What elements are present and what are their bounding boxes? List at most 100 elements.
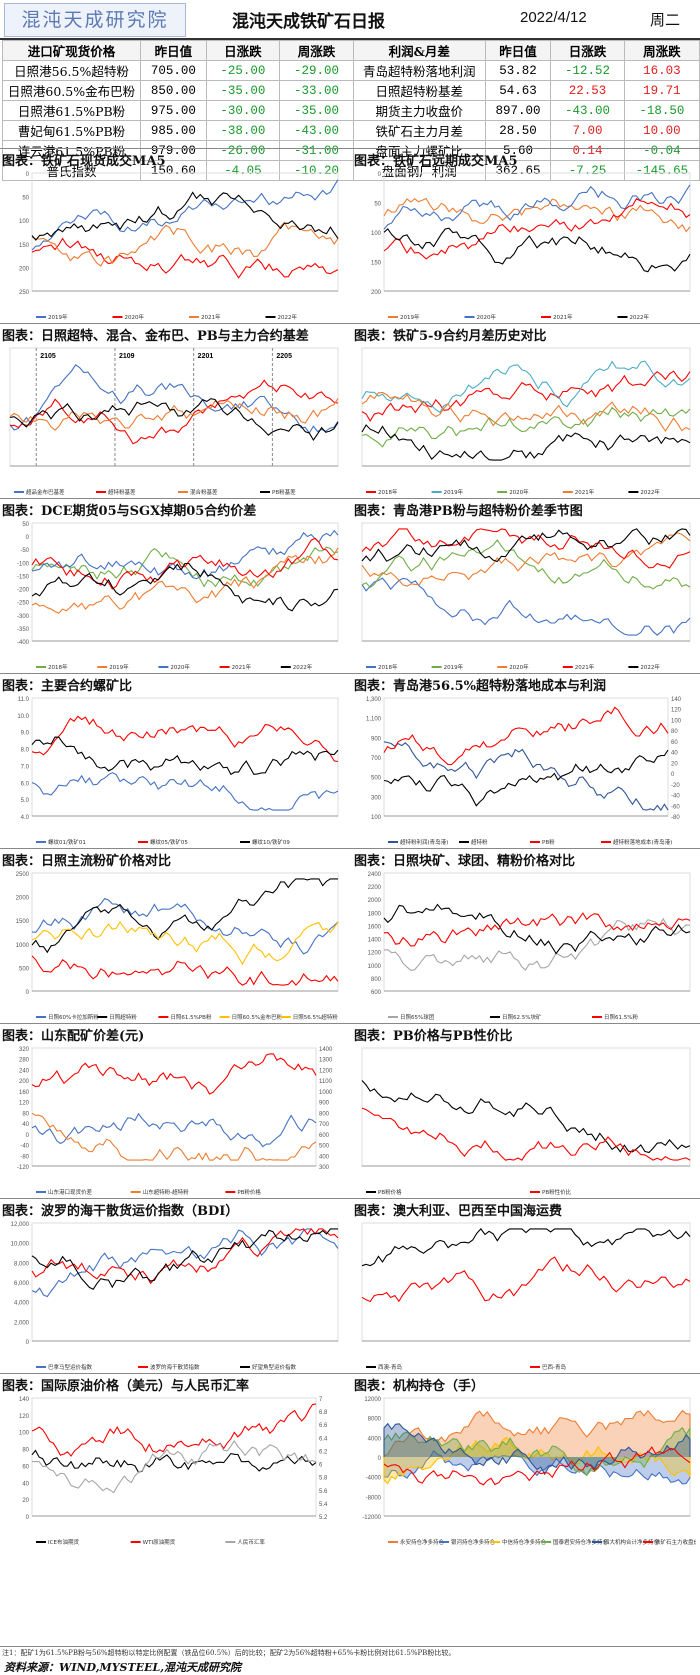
cell-day: -35.00 [205,80,281,101]
chart-panel: 图表：青岛港PB粉与超特粉价差季节图 2018年 2019年 2020年 2021年 20… [352,500,698,680]
row-label: 日照港61.5%PB粉 [1,100,142,121]
y-tick-label: -8000 [366,1495,382,1501]
legend-entry: 巴西-青岛 [542,1363,566,1371]
legend-entry: 2020年 [170,663,190,671]
chart-plot: 11.0 10.0 9.0 8.0 7.0 6.0 5.0 4.0 螺纹01/铁矿01 螺纹05/… [17,697,339,846]
section-divider [0,848,700,849]
y2-tick-label: 5.8 [319,1476,328,1482]
table-row: 普氏指数 150.60 -4.05 -10.20 盘面钢厂利润 362.65 -7.25 -1… [1,160,700,181]
chart-title: 图表：日照超特、混合、金布巴、PB与主力合约基差 [2,329,309,344]
y-tick-label: 0 [378,172,382,178]
y2-tick-label: 600 [319,1133,330,1139]
series-line [383,197,691,233]
y-tick-label: -50 [20,548,29,554]
row-label: 日照超特粉基差 [352,80,486,101]
cell-week: -33.00 [279,80,354,101]
table-row: 日照港61.5%PB粉 975.00 -30.00 -35.00 期货主力收盘价 897.… [1,100,700,121]
header-cell: 昨日值 [140,40,207,61]
y-tick-label: 250 [19,290,30,296]
chart-plot: 12000 8000 4000 0 -4000 -8000 -12000 永安持仓净多持仓 银河… [362,1397,696,1546]
y-tick-label: 0 [26,990,30,996]
legend-entry: 日照61.5%粉 [604,1013,638,1021]
series-line [361,406,691,448]
plot-frame [31,872,339,992]
legend-entry: 2021年 [575,663,595,671]
y2-tick-label: 100 [671,718,682,724]
series-line [31,1053,317,1095]
y-tick-label: 120 [19,1101,30,1107]
cell-value: 705.00 [140,60,207,81]
y2-tick-label: 0 [671,772,675,778]
y2-tick-label: 60 [671,740,678,746]
y-tick-label: 8.0 [21,748,30,754]
chart-title: 图表：铁矿5-9合约月差历史对比 [354,329,547,344]
y-tick-label: 2500 [16,872,30,878]
header-cell: 日涨跌 [205,40,281,61]
legend-entry: 2019年 [444,663,464,671]
section-divider [0,498,700,499]
series-line [31,562,339,612]
series-line [31,736,339,776]
series-line [31,1228,339,1298]
y-tick-label: -150 [17,574,30,580]
legend-entry: 山东超特粉-超特粉 [143,1188,189,1196]
cell-value: 985.00 [140,120,207,141]
y-tick-label: 200 [19,1079,30,1085]
cell-day: -4.05 [205,160,281,181]
legend-entry: PB粉价格 [237,1188,261,1196]
y-tick-label: 100 [371,815,382,821]
chart-title: 图表：铁矿石现货成交MA5 [2,154,166,169]
y-tick-label: 1000 [16,943,30,949]
y-tick-label: 0 [26,1340,30,1346]
chart-title: 图表：山东配矿价差(元) [2,1029,145,1044]
report-weekday: 周二 [650,11,681,29]
y2-tick-label: 20 [671,761,678,767]
cell-week: -29.00 [279,60,354,81]
section-divider [0,1198,700,1199]
legend-entry: 超特粉利润(青岛港) [400,838,448,846]
y2-tick-label: 1100 [319,1079,333,1085]
section-divider [0,673,700,674]
series-line [361,424,691,461]
chart-title: 图表：波罗的海干散货运价指数（BDI） [2,1204,239,1219]
y2-tick-label: 400 [319,1154,330,1160]
legend-entry: 超品金布巴基差 [26,488,65,496]
legend-entry: 2018年 [378,488,398,496]
y-tick-label: 80 [22,1111,29,1117]
series-line [361,528,691,563]
y2-tick-label: 6.8 [319,1410,328,1416]
legend-entry: 2019年 [109,663,129,671]
y-tick-label: 2000 [16,896,30,902]
y-tick-label: -40 [20,1144,29,1150]
y-tick-label: 1000 [368,964,382,970]
chart-plot: 1,300 1,100 900 700 500 300 100 140 120 100 80 60 40… [366,697,682,846]
plot-frame [31,1047,317,1167]
series-line [383,903,691,955]
legend-entry: PB粉基差 [272,488,296,496]
row-label: 盘面钢厂利润 [352,160,486,181]
cell-week: 19.71 [623,80,700,101]
legend-entry: 2021年 [553,313,573,321]
series-line [9,398,339,431]
y-tick-label: 6,000 [14,1281,30,1287]
cell-value: 54.63 [484,80,552,101]
legend-entry: 2022年 [640,488,660,496]
legend-entry: 永安持仓净多持仓 [400,1538,445,1546]
row-label: 曹妃甸61.5%PB粉 [1,120,142,141]
contract-label: 2109 [119,353,135,360]
row-label: 日照港56.5%超特粉 [1,60,142,81]
legend-entry: 中信持仓净多持仓 [502,1538,547,1546]
y-tick-label: -400 [17,640,30,646]
series-line [9,364,339,434]
y-tick-label: 100 [19,219,30,225]
series-line [31,1112,317,1161]
chart-plot: 2400 2200 2000 1800 1600 1400 1200 1000 800 600 日照… [368,872,691,1021]
legend-entry: WTI原油期货 [143,1538,176,1546]
chart-title: 图表：青岛港PB粉与超特粉价差季节图 [354,504,583,519]
y-tick-label: 0 [26,1515,30,1521]
chart-panel: 图表：铁矿石远期成交MA5 0 50 100 150 200 2019年 2020年 2021年… [352,150,698,330]
chart-plot: 12,000 10,000 8,000 6,000 4,000 2,000 0 巴拿马型运价指… [11,1222,339,1371]
chart-panel: 图表：澳大利亚、巴西至中国海运费 西澳-青岛 巴西-青岛 [352,1200,698,1380]
series-line [361,391,691,433]
cell-value: 28.50 [484,120,552,141]
